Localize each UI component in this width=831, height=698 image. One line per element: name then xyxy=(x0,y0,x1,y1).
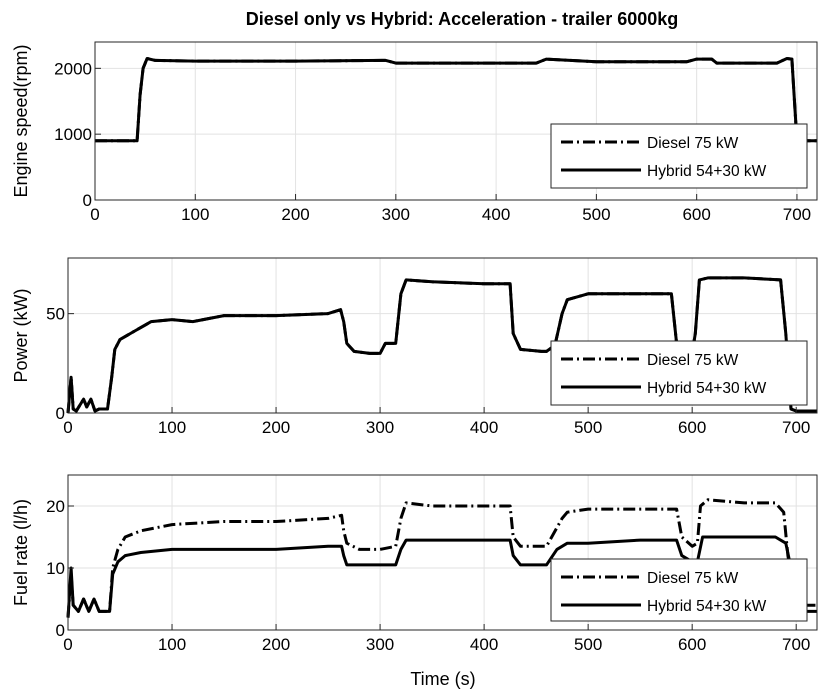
y-axis-label: Power (kW) xyxy=(11,289,31,383)
chart-panel-2: 0 100 200 300 400 500 600 700 0 50 Power (kW) Diese… xyxy=(11,257,818,437)
chart-panel-3: 0 100 200 300 400 500 600 700 0 10 20 Fuel rate (l/… xyxy=(11,474,818,654)
x-tick-label: 300 xyxy=(366,418,394,437)
x-tick-label: 300 xyxy=(382,205,410,224)
y-axis-label: Engine speed(rpm) xyxy=(11,44,31,197)
x-tick-label: 500 xyxy=(574,418,602,437)
x-tick-label: 0 xyxy=(90,205,99,224)
legend-label: Hybrid 54+30 kW xyxy=(647,598,767,615)
legend-box xyxy=(550,123,808,189)
y-tick-label: 2000 xyxy=(54,59,92,78)
legend-label: Hybrid 54+30 kW xyxy=(647,380,767,397)
series-line-diesel xyxy=(66,498,817,618)
y-axis-label: Fuel rate (l/h) xyxy=(11,499,31,606)
x-tick-label: 500 xyxy=(574,635,602,654)
series-line-diesel xyxy=(95,57,817,143)
y-tick-label: 0 xyxy=(56,404,65,423)
legend-label: Hybrid 54+30 kW xyxy=(647,163,767,180)
legend: Diesel 75 kW Hybrid 54+30 kW xyxy=(550,123,808,189)
figure-title: Diesel only vs Hybrid: Acceleration - tr… xyxy=(246,9,679,29)
x-axis-label: Time (s) xyxy=(410,669,475,689)
x-tick-label: 600 xyxy=(682,205,710,224)
legend: Diesel 75 kW Hybrid 54+30 kW xyxy=(550,340,808,406)
legend: Diesel 75 kW Hybrid 54+30 kW xyxy=(550,558,808,622)
x-tick-label: 700 xyxy=(783,205,811,224)
y-tick-label: 10 xyxy=(46,559,65,578)
y-tick-label: 0 xyxy=(56,621,65,640)
axes-frame xyxy=(67,474,818,631)
legend-box xyxy=(550,340,808,406)
x-tick-label: 100 xyxy=(158,418,186,437)
x-tick-label: 400 xyxy=(482,205,510,224)
x-tick-label: 200 xyxy=(262,418,290,437)
x-tick-label: 700 xyxy=(782,418,810,437)
axes-frame xyxy=(94,41,818,201)
y-tick-label: 1000 xyxy=(54,125,92,144)
legend-label: Diesel 75 kW xyxy=(647,352,739,369)
x-tick-label: 400 xyxy=(470,635,498,654)
legend-label: Diesel 75 kW xyxy=(647,135,739,152)
y-tick-label: 50 xyxy=(46,305,65,324)
x-tick-label: 700 xyxy=(782,635,810,654)
x-tick-label: 100 xyxy=(181,205,209,224)
x-tick-label: 400 xyxy=(470,418,498,437)
legend-label: Diesel 75 kW xyxy=(647,570,739,587)
x-tick-label: 0 xyxy=(63,635,72,654)
x-tick-label: 0 xyxy=(63,418,72,437)
x-tick-label: 100 xyxy=(158,635,186,654)
chart-panel-1: 0 100 200 300 400 500 600 700 0 1000 2000 Engine sp… xyxy=(11,41,818,224)
axes-frame xyxy=(67,257,818,414)
x-tick-label: 300 xyxy=(366,635,394,654)
x-tick-label: 600 xyxy=(678,635,706,654)
x-tick-label: 200 xyxy=(262,635,290,654)
y-tick-label: 0 xyxy=(83,191,92,210)
x-tick-label: 200 xyxy=(281,205,309,224)
legend-box xyxy=(550,558,808,622)
x-tick-label: 600 xyxy=(678,418,706,437)
x-tick-label: 500 xyxy=(582,205,610,224)
y-tick-label: 20 xyxy=(46,497,65,516)
